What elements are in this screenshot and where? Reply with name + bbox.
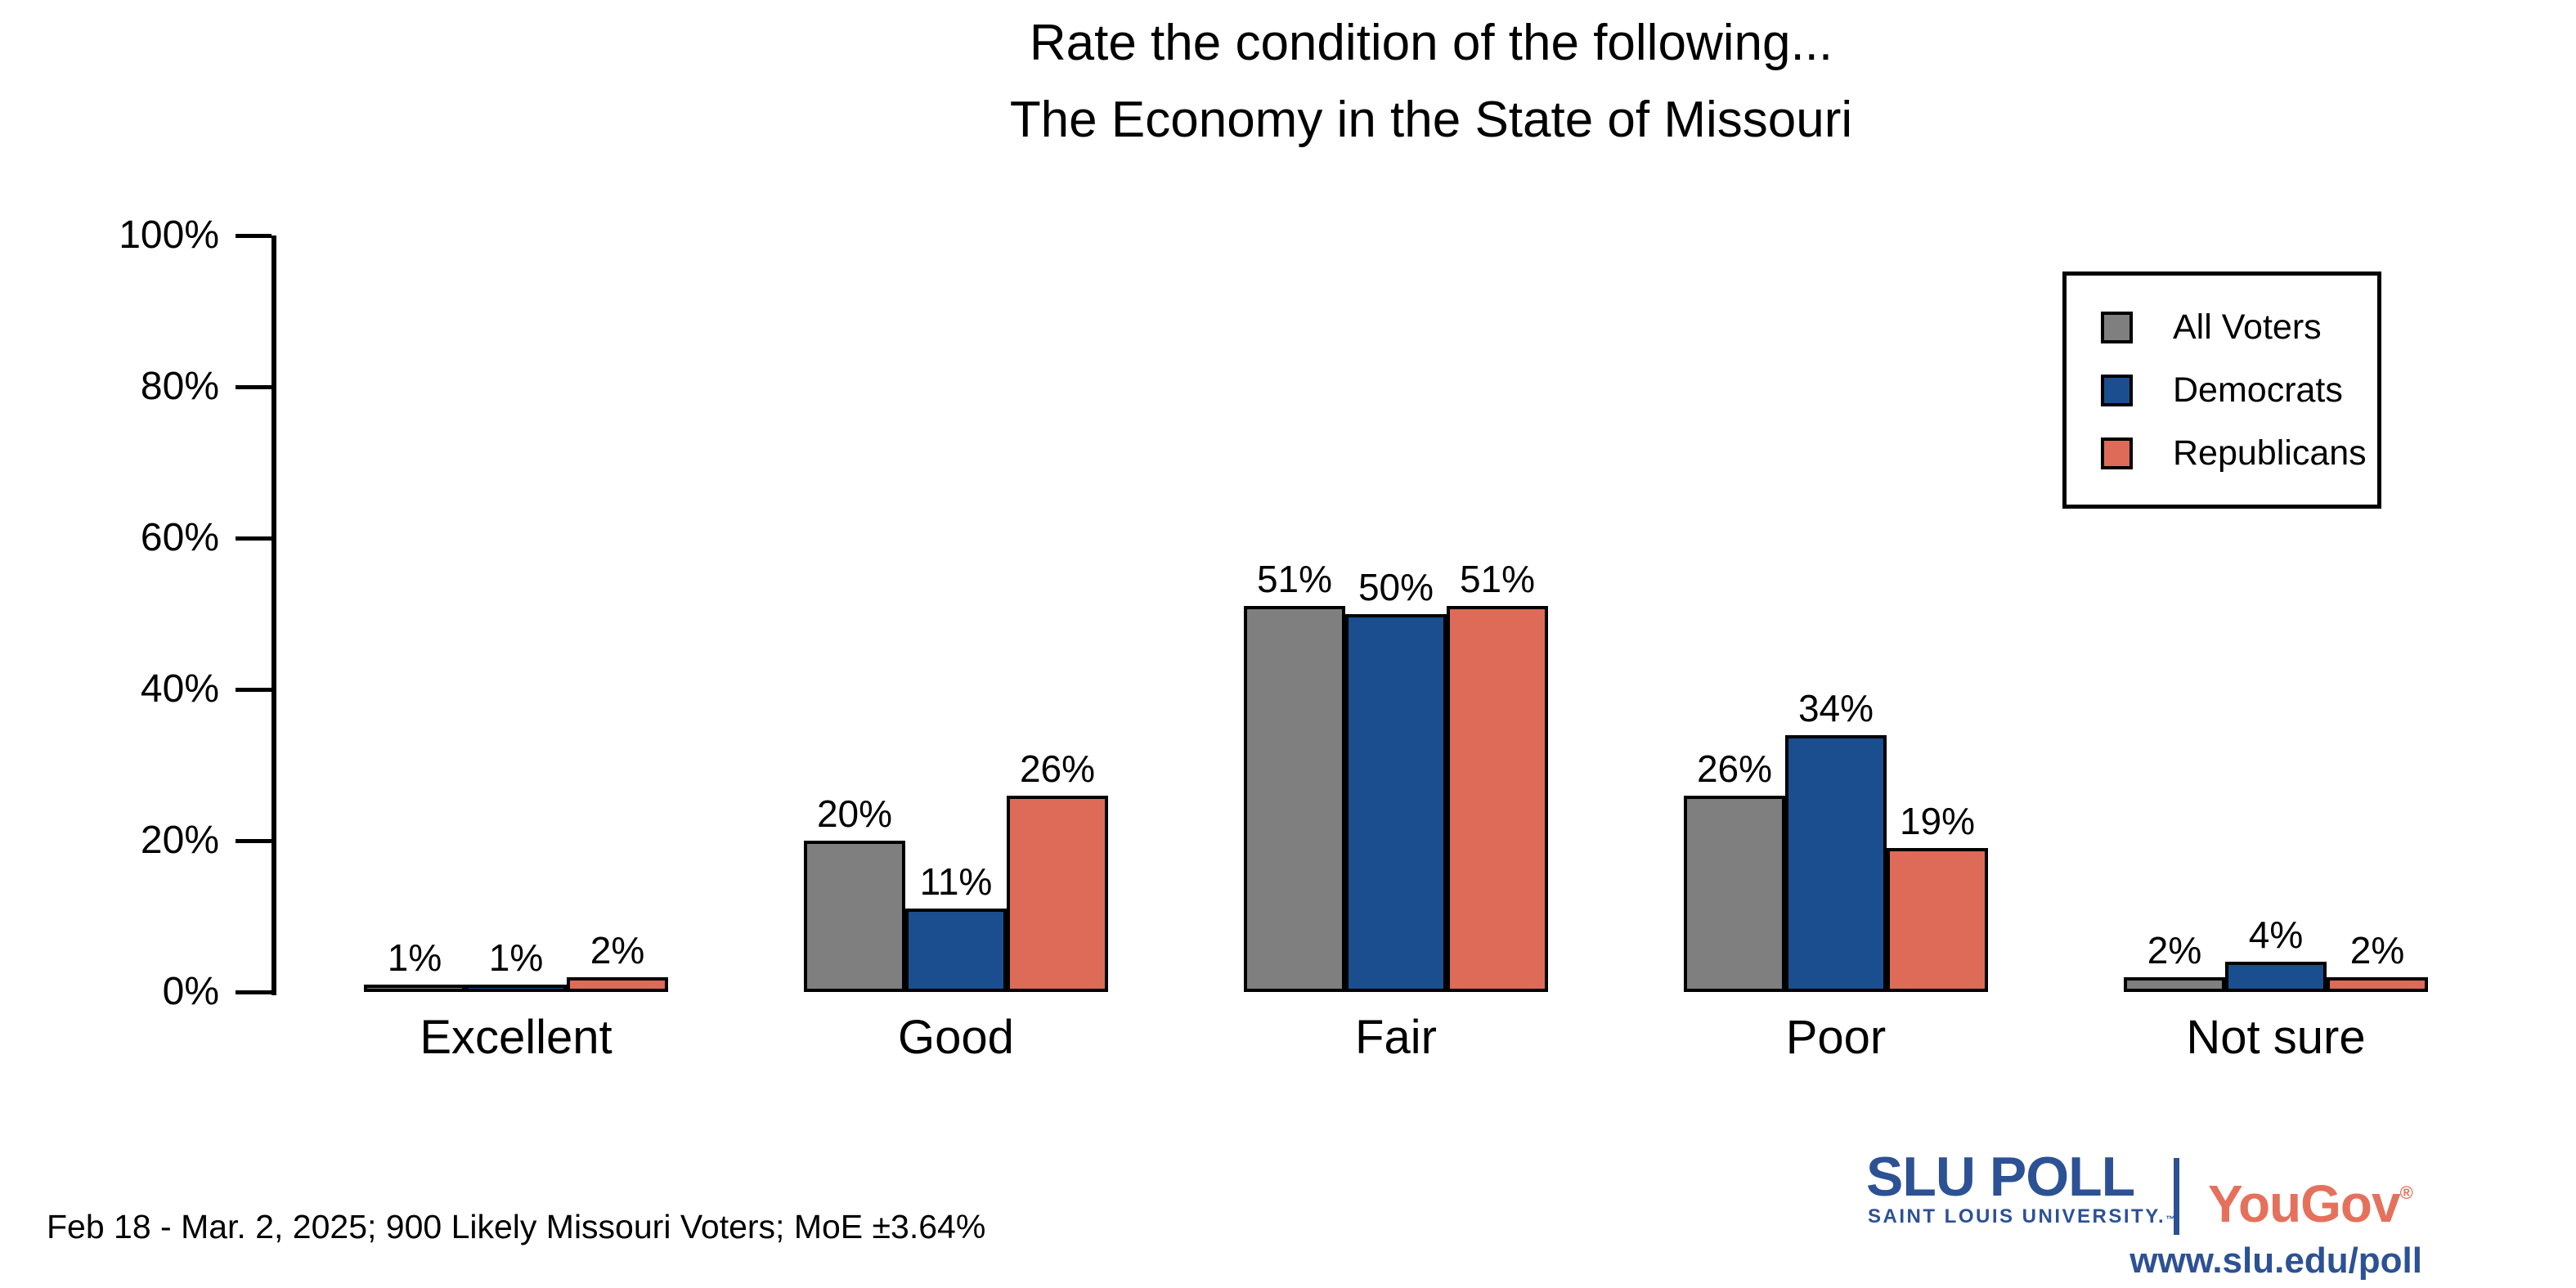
- bar-all-voters-not-sure: [2124, 976, 2225, 992]
- bar-democrats-fair: [1345, 613, 1447, 992]
- legend-label-republicans: Republicans: [2173, 433, 2367, 473]
- bar-value-label-democrats-good: 11%: [919, 860, 993, 904]
- chart-title: Rate the condition of the following... T…: [286, 5, 2576, 159]
- bar-value-label-all-voters-not-sure: 2%: [2147, 928, 2202, 972]
- y-tick-label-100%: 100%: [119, 213, 219, 257]
- bar-republicans-fair: [1447, 606, 1548, 992]
- bar-value-label-republicans-good: 26%: [1019, 747, 1096, 790]
- bar-value-label-all-voters-poor: 26%: [1696, 747, 1773, 790]
- legend-row-republicans: Republicans: [2101, 434, 2377, 472]
- legend: All Voters Democrats Republicans: [2062, 272, 2381, 509]
- bar-all-voters-poor: [1684, 795, 1785, 992]
- bar-value-label-republicans-not-sure: 2%: [2349, 928, 2405, 972]
- bar-all-voters-fair: [1244, 606, 1345, 992]
- category-label-not-sure: Not sure: [2186, 1011, 2366, 1064]
- y-tick-0%: [236, 990, 272, 994]
- category-label-fair: Fair: [1355, 1011, 1437, 1064]
- bar-democrats-excellent: [465, 984, 567, 992]
- bar-value-label-republicans-fair: 51%: [1459, 558, 1536, 601]
- bar-democrats-not-sure: [2225, 962, 2327, 992]
- y-tick-label-40%: 40%: [140, 667, 219, 711]
- y-tick-20%: [236, 839, 272, 843]
- bar-value-label-republicans-poor: 19%: [1899, 800, 1976, 843]
- legend-label-all-voters: All Voters: [2173, 307, 2322, 347]
- slu-poll-logo: SLU POLL: [1866, 1146, 2135, 1208]
- y-tick-40%: [236, 688, 272, 692]
- source-note: Feb 18 - Mar. 2, 2025; 900 Likely Missou…: [47, 1208, 986, 1245]
- y-tick-label-60%: 60%: [140, 516, 219, 559]
- y-tick-label-20%: 20%: [140, 819, 219, 862]
- slu-university-wordmark: SAINT LOUIS UNIVERSITY.™: [1868, 1205, 2176, 1227]
- y-axis-line: [272, 236, 276, 995]
- bar-value-label-republicans-excellent: 2%: [590, 928, 645, 972]
- bar-value-label-democrats-fair: 50%: [1358, 565, 1434, 608]
- category-label-poor: Poor: [1785, 1011, 1887, 1064]
- bar-republicans-poor: [1887, 848, 1988, 992]
- chart-title-line1: Rate the condition of the following...: [1029, 15, 1833, 71]
- bar-all-voters-excellent: [364, 984, 465, 992]
- bar-value-label-all-voters-excellent: 1%: [387, 936, 442, 979]
- y-tick-80%: [236, 385, 272, 389]
- y-tick-100%: [236, 234, 272, 238]
- bar-value-label-all-voters-fair: 51%: [1256, 558, 1333, 601]
- y-tick-label-80%: 80%: [140, 365, 219, 408]
- legend-swatch-democrats: [2101, 374, 2133, 406]
- legend-row-all-voters: All Voters: [2101, 308, 2377, 346]
- bar-value-label-all-voters-good: 20%: [816, 792, 893, 835]
- bar-republicans-good: [1007, 795, 1108, 992]
- bar-value-label-democrats-excellent: 1%: [488, 936, 544, 979]
- legend-swatch-republicans: [2101, 437, 2133, 469]
- registered-mark-icon: ®: [2399, 1183, 2413, 1203]
- bar-value-label-democrats-not-sure: 4%: [2248, 913, 2304, 956]
- y-tick-60%: [236, 536, 272, 541]
- legend-row-democrats: Democrats: [2101, 371, 2377, 409]
- bar-all-voters-good: [804, 841, 905, 992]
- trademark-icon: ™: [2165, 1214, 2176, 1225]
- legend-swatch-all-voters: [2101, 311, 2133, 343]
- bar-democrats-poor: [1785, 734, 1887, 992]
- category-label-excellent: Excellent: [420, 1011, 613, 1064]
- bar-democrats-good: [905, 909, 1007, 992]
- yougov-logo: YouGov®: [2208, 1174, 2413, 1233]
- bar-republicans-not-sure: [2327, 976, 2428, 992]
- logo-divider: [2174, 1158, 2179, 1235]
- category-label-good: Good: [898, 1011, 1014, 1064]
- bar-republicans-excellent: [567, 976, 668, 992]
- legend-label-democrats: Democrats: [2173, 370, 2343, 410]
- bar-value-label-democrats-poor: 34%: [1797, 686, 1874, 729]
- chart-title-line2: The Economy in the State of Missouri: [1009, 92, 1853, 148]
- slu-poll-url: www.slu.edu/poll: [2129, 1241, 2422, 1281]
- y-tick-label-0%: 0%: [162, 970, 219, 1013]
